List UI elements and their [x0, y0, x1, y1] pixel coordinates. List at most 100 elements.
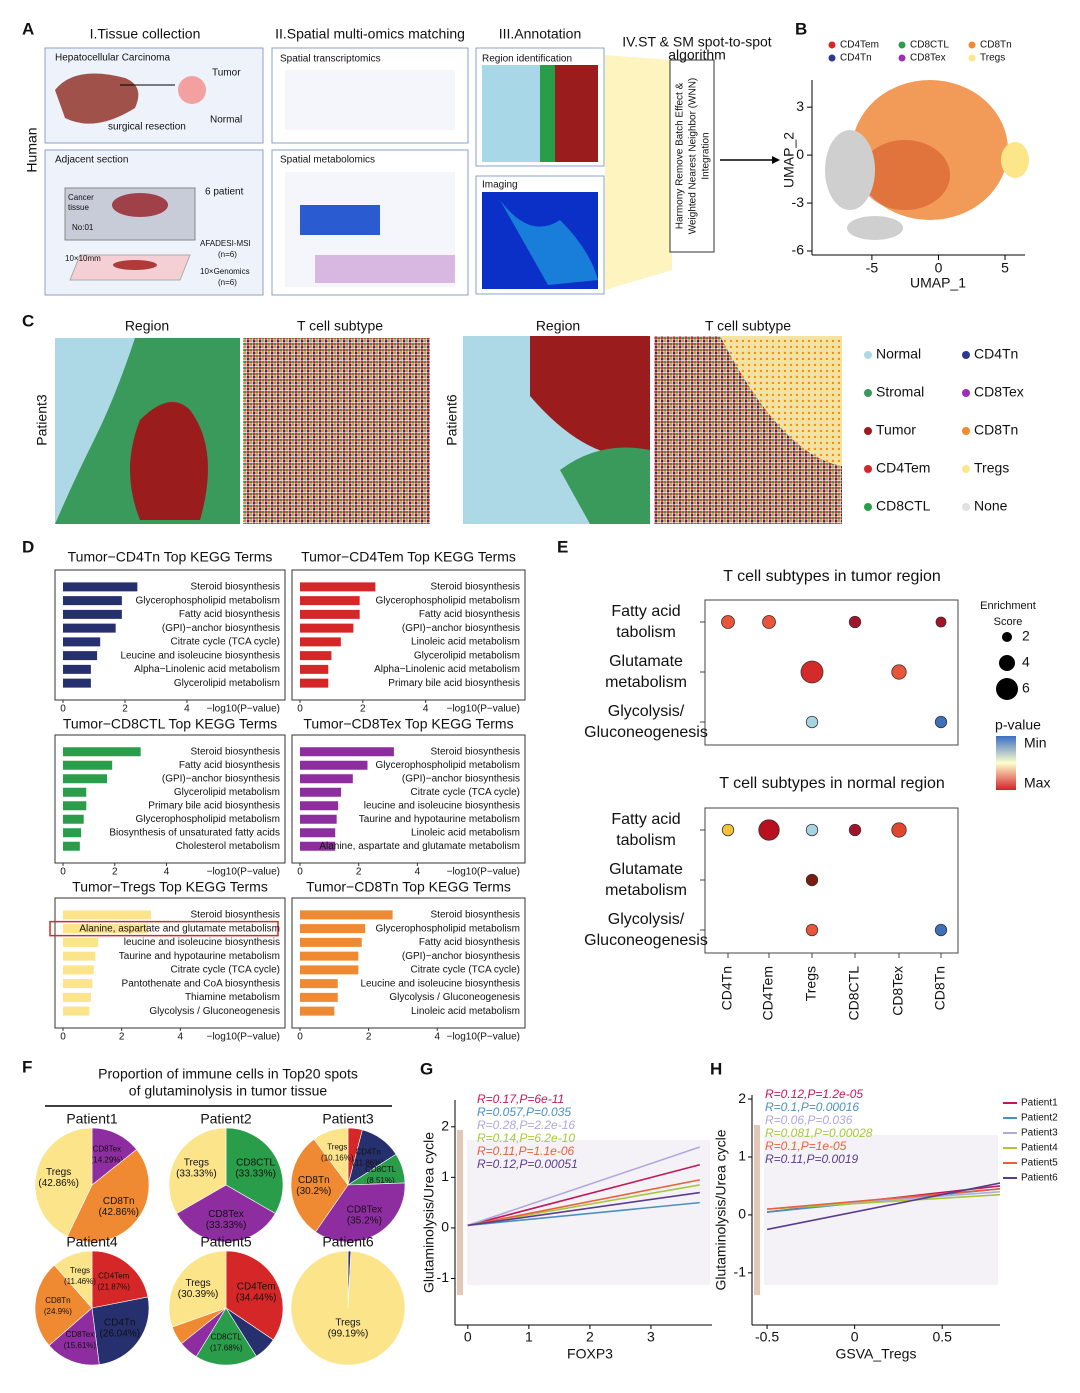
regression-line — [767, 1193, 1001, 1210]
label: (n=6) — [218, 250, 237, 259]
x-tick-label: CD8CTL — [846, 966, 862, 1021]
chart-frame — [291, 897, 526, 1029]
bar — [300, 841, 336, 851]
bar-label: Linoleic acid metabolism — [411, 827, 520, 838]
regression-line — [766, 1182, 1001, 1231]
rug — [457, 1130, 463, 1295]
chart-frame — [54, 569, 286, 701]
bar-label: leucine and isoleucine biosynthesis — [364, 800, 520, 811]
bar-label: leucine and isoleucine biosynthesis — [124, 937, 280, 948]
row-label: Fatty acid — [611, 603, 680, 620]
annotation: R=0.28,P=2.2e-16 — [477, 1118, 575, 1132]
legend-label: Tregs — [974, 460, 1009, 476]
legend-label: 4 — [1022, 654, 1030, 670]
slice-value: (17.68%) — [210, 1343, 243, 1352]
legend-label: CD8Tn — [974, 422, 1018, 438]
slice-label: CD8Tex — [208, 1209, 244, 1220]
pie-slice — [176, 1184, 276, 1243]
bar-label: (GPI)−anchor biosynthesis — [402, 623, 520, 634]
pie-slice — [168, 1127, 227, 1214]
pie-slice — [168, 1250, 227, 1328]
y-tick-label: 0 — [738, 1206, 746, 1222]
bar-label: Linoleic acid metabolism — [411, 637, 520, 648]
axis-title: −log10(P−value) — [207, 867, 280, 878]
bar-label: Citrate cycle (TCA cycle) — [411, 965, 520, 976]
slice-value: (10.16%) — [321, 1154, 354, 1163]
slice-value: (26.04%) — [99, 1329, 140, 1340]
legend-swatch — [864, 351, 872, 359]
panel-letter: H — [710, 1059, 722, 1078]
slice-label: CD4Tem — [237, 1282, 276, 1293]
slice-value: (42.86%) — [98, 1207, 139, 1218]
chart-title: Tumor−CD4Tem Top KEGG Terms — [301, 549, 516, 565]
slice-label: Tregs — [327, 1143, 347, 1152]
pie-slice — [53, 1250, 93, 1309]
pie-slice — [315, 1182, 406, 1243]
y-tick-label: 2 — [441, 1118, 449, 1134]
bar — [300, 664, 329, 674]
map-title: T cell subtype — [297, 318, 383, 334]
map-title: Region — [125, 318, 169, 334]
bar-label: Citrate cycle (TCA cycle) — [171, 965, 280, 976]
slice-label: CD8Tex — [93, 1144, 121, 1153]
slice-label: Tregs — [184, 1158, 209, 1169]
row-label: Glycolysis/ — [608, 703, 685, 720]
pie-title: Patient6 — [322, 1234, 374, 1250]
legend-swatch — [828, 54, 836, 62]
x-tick-label: Tregs — [803, 966, 819, 1001]
dot — [848, 615, 862, 629]
x-tick-label: 4 — [415, 867, 421, 878]
row-label: Glutamate — [609, 653, 683, 670]
slice-value: (8.51%) — [367, 1176, 395, 1185]
regression-line — [467, 1179, 700, 1227]
bar-label: Steroid biosynthesis — [431, 582, 521, 593]
slice-value: (11.86%) — [352, 1158, 384, 1167]
label: Normal — [210, 115, 242, 126]
legend-label: Patient1 — [1021, 1098, 1058, 1109]
dot — [800, 660, 824, 684]
slice-value: (99.19%) — [328, 1329, 369, 1340]
bar — [63, 910, 151, 920]
pie-slice — [225, 1250, 284, 1341]
chart-title: Tumor−CD8Tn Top KEGG Terms — [306, 879, 511, 895]
bar-label: Glycerophospholipid metabolism — [135, 814, 280, 825]
bar — [63, 979, 93, 989]
bar — [300, 965, 359, 975]
bar-label: Glycerophospholipid metabolism — [135, 595, 280, 606]
dot — [805, 873, 819, 887]
annotation: R=0.12,P=1.2e-05 — [765, 1087, 863, 1101]
regression-line — [467, 1201, 700, 1227]
label: Max — [1024, 775, 1050, 791]
legend-dot — [1002, 632, 1012, 642]
bar-label: Glycerophospholipid metabolism — [375, 760, 520, 771]
x-tick-label: 0 — [60, 1032, 66, 1043]
pie-slice — [290, 1138, 349, 1233]
chart-frame — [291, 569, 526, 701]
bar-label: Biosynthesis of unsaturated fatty acids — [109, 827, 280, 838]
method-label: Weighted Nearest Neighbor (WNN) — [688, 78, 699, 235]
label: 10×10mm — [65, 254, 101, 263]
pie-slice — [34, 1264, 93, 1346]
slice-label: CD8Tn — [103, 1196, 135, 1207]
legend-swatch — [898, 41, 906, 49]
y-tick-label: -1 — [437, 1269, 450, 1285]
bar-label: Steroid biosynthesis — [191, 582, 281, 593]
bar — [63, 992, 91, 1002]
x-tick-label: 2 — [356, 867, 362, 878]
legend-label: Patient3 — [1021, 1128, 1058, 1139]
bar — [300, 992, 338, 1002]
bar-label: Taurine and hypotaurine metabolism — [119, 951, 280, 962]
x-tick-label: 4 — [164, 867, 170, 878]
row-label: Fatty acid — [611, 811, 680, 828]
x-tick-label: 4 — [184, 704, 190, 715]
bar — [300, 951, 359, 961]
pie-slice — [225, 1127, 284, 1214]
label: Spatial transcriptomics — [280, 54, 381, 65]
annotation: R=0.1,P=0.00016 — [765, 1100, 859, 1114]
bar-label: Glycerophospholipid metabolism — [375, 595, 520, 606]
legend-label: CD4Tem — [876, 460, 930, 476]
label: Tumor — [212, 68, 241, 79]
legend-swatch — [962, 503, 970, 511]
bar — [63, 965, 94, 975]
dot — [721, 823, 735, 837]
